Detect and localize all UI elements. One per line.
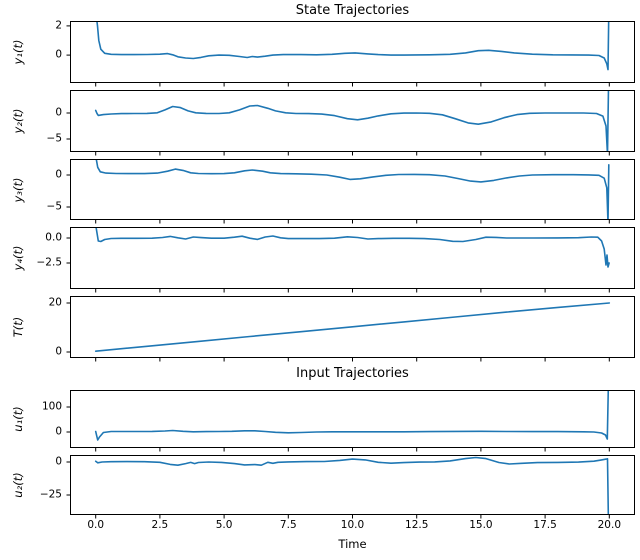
subplot-u1: u₁(t) 100 0 bbox=[11, 390, 635, 452]
y2-axis-label: y₂(t) bbox=[11, 108, 25, 134]
subplot-y3: y₃(t) 0 −5 bbox=[11, 159, 635, 224]
x-tick-label: 10.0 bbox=[340, 519, 365, 531]
y-tick-label: 0 bbox=[55, 168, 62, 181]
subplot-u2: u₂(t) 0 −25 bbox=[11, 455, 635, 519]
y-tick-label: −5 bbox=[46, 200, 62, 213]
x-axis-ticks: 0.0 2.5 5.0 7.5 10.0 12.5 15.0 17.5 20.0 bbox=[70, 519, 635, 533]
y-tick-label: −2.5 bbox=[36, 256, 63, 269]
y1-trajectory-plot bbox=[66, 21, 635, 87]
temperature-axis-label: T(t) bbox=[11, 316, 25, 338]
y-tick-label: 0 bbox=[55, 425, 62, 438]
y3-trajectory-plot bbox=[66, 159, 635, 224]
x-tick-label: 17.5 bbox=[533, 519, 557, 531]
subplot-temperature: T(t) 20 0 bbox=[11, 296, 635, 362]
state-trajectories-title: State Trajectories bbox=[295, 3, 410, 18]
u2-axis-label: u₂(t) bbox=[11, 472, 25, 498]
y3-axis-label: y₃(t) bbox=[11, 177, 25, 202]
u1-axis-label: u₁(t) bbox=[11, 406, 25, 432]
y2-trajectory-plot bbox=[66, 90, 635, 156]
input-trajectories-title: Input Trajectories bbox=[296, 366, 409, 381]
x-tick-label: 2.5 bbox=[151, 519, 169, 531]
y-tick-label: 0 bbox=[55, 106, 62, 119]
y-tick-label: 20 bbox=[48, 296, 62, 309]
x-axis-label: Time bbox=[338, 537, 367, 551]
y-tick-label: 0 bbox=[55, 48, 62, 61]
subplot-y4: y₄(t) 0.0 −2.5 bbox=[11, 227, 635, 293]
subplot-y2: y₂(t) 0 −5 bbox=[11, 90, 635, 156]
subplot-y1: y₁(t) 2 0 bbox=[11, 20, 635, 87]
y-tick-label: 0.0 bbox=[45, 231, 62, 244]
y4-trajectory-plot bbox=[66, 227, 635, 293]
temperature-trajectory-plot bbox=[66, 296, 635, 362]
y1-axis-label: y₁(t) bbox=[11, 39, 25, 65]
x-tick-label: 5.0 bbox=[215, 519, 233, 531]
u1-trajectory-plot bbox=[66, 390, 635, 452]
y-tick-label: 0 bbox=[55, 345, 62, 358]
x-tick-label: 7.5 bbox=[279, 519, 297, 531]
y-tick-label: −5 bbox=[46, 132, 62, 145]
y-tick-label: 2 bbox=[55, 19, 62, 32]
u2-trajectory-plot bbox=[66, 455, 635, 519]
x-tick-label: 20.0 bbox=[597, 519, 622, 531]
y4-axis-label: y₄(t) bbox=[11, 245, 25, 271]
y-tick-label: 0 bbox=[55, 455, 62, 468]
y-tick-label: 100 bbox=[41, 400, 62, 413]
x-tick-label: 12.5 bbox=[405, 519, 429, 531]
x-tick-label: 15.0 bbox=[469, 519, 493, 531]
y-tick-label: −25 bbox=[39, 488, 62, 501]
x-tick-label: 0.0 bbox=[87, 519, 105, 531]
